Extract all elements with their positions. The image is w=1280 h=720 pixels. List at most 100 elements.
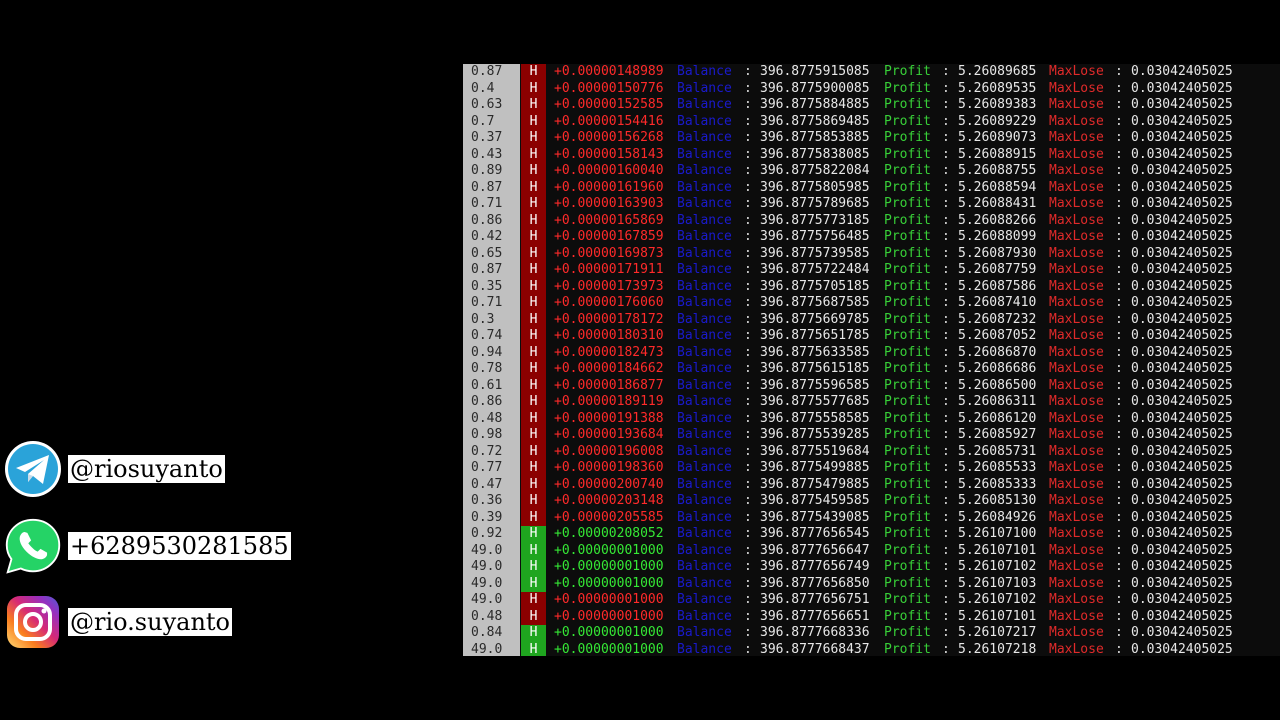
maxlose-value: 0.03042405025 xyxy=(1131,196,1233,211)
maxlose-value: 0.03042405025 xyxy=(1131,575,1233,591)
separator: : xyxy=(1115,130,1123,145)
profit-value: 5.26085731 xyxy=(958,443,1037,459)
separator: : xyxy=(942,97,950,112)
chance-value: 49.0 xyxy=(463,592,520,609)
profit-label: Profit xyxy=(884,526,931,541)
profit-value: 5.26107102 xyxy=(958,559,1037,574)
high-low-flag: H xyxy=(521,592,546,609)
balance-value: 396.8775789685 xyxy=(760,196,870,211)
separator: : xyxy=(942,493,950,508)
high-low-flag: H xyxy=(521,575,546,592)
profit-label: Profit xyxy=(884,179,931,195)
maxlose-label: MaxLose xyxy=(1049,64,1104,79)
maxlose-label: MaxLose xyxy=(1049,443,1104,459)
bet-row: 0.48 H +0.00000001000 Balance:396.877765665… xyxy=(463,608,1280,625)
separator: : xyxy=(1115,146,1123,162)
maxlose-value: 0.03042405025 xyxy=(1131,229,1233,244)
chance-value: 0.84 xyxy=(463,625,520,642)
profit-value: 5.26087930 xyxy=(958,245,1037,261)
high-low-flag: H xyxy=(521,328,546,345)
separator: : xyxy=(1115,575,1123,591)
maxlose-label: MaxLose xyxy=(1049,575,1104,591)
profit-value: 5.26086311 xyxy=(958,394,1037,409)
separator: : xyxy=(1115,229,1123,244)
high-low-flag: H xyxy=(521,361,546,378)
balance-value: 396.8775722484 xyxy=(760,262,870,277)
profit-value: 5.26089685 xyxy=(958,64,1037,79)
chance-value: 49.0 xyxy=(463,641,520,656)
chance-value: 0.86 xyxy=(463,212,520,229)
bet-row: 0.39 H +0.00000205585 Balance:396.877543908… xyxy=(463,509,1280,526)
maxlose-label: MaxLose xyxy=(1049,542,1104,558)
balance-label: Balance xyxy=(677,196,732,211)
bet-row: 0.74 H +0.00000180310 Balance:396.877565178… xyxy=(463,328,1280,345)
separator: : xyxy=(744,625,752,640)
profit-value: 5.26088266 xyxy=(958,212,1037,228)
balance-label: Balance xyxy=(677,394,732,409)
maxlose-label: MaxLose xyxy=(1049,526,1104,541)
separator: : xyxy=(1115,295,1123,310)
profit-label: Profit xyxy=(884,641,931,657)
maxlose-label: MaxLose xyxy=(1049,344,1104,360)
bet-row: 0.87 H +0.00000161960 Balance:396.877580598… xyxy=(463,179,1280,196)
separator: : xyxy=(744,80,752,96)
instagram-icon xyxy=(7,596,59,648)
profit-value: 5.26087052 xyxy=(958,328,1037,343)
bet-amount: +0.00000001000 xyxy=(554,542,664,558)
separator: : xyxy=(1115,212,1123,228)
high-low-flag: H xyxy=(521,559,546,576)
bet-row: 0.4 H +0.00000150776 Balance:396.8775900085… xyxy=(463,80,1280,97)
balance-value: 396.8775539285 xyxy=(760,427,870,442)
separator: : xyxy=(942,410,950,426)
social-whatsapp: +6289530281585 xyxy=(3,516,291,576)
separator: : xyxy=(1115,542,1123,558)
maxlose-label: MaxLose xyxy=(1049,113,1104,129)
chance-value: 0.65 xyxy=(463,245,520,262)
separator: : xyxy=(942,427,950,442)
high-low-flag: H xyxy=(521,608,546,625)
balance-value: 396.8777656751 xyxy=(760,592,870,607)
profit-value: 5.26088099 xyxy=(958,229,1037,244)
balance-label: Balance xyxy=(677,559,732,574)
bet-amount: +0.00000156268 xyxy=(554,130,664,145)
bet-row: 49.0 H +0.00000001000 Balance:396.877765675… xyxy=(463,592,1280,609)
separator: : xyxy=(744,575,752,591)
separator: : xyxy=(942,592,950,607)
profit-value: 5.26085333 xyxy=(958,476,1037,492)
maxlose-value: 0.03042405025 xyxy=(1131,493,1233,508)
bet-amount: +0.00000165869 xyxy=(554,212,664,228)
separator: : xyxy=(744,542,752,558)
bet-row: 0.87 H +0.00000148989 Balance:396.877591508… xyxy=(463,64,1280,81)
balance-label: Balance xyxy=(677,130,732,145)
separator: : xyxy=(744,295,752,310)
bet-amount: +0.00000167859 xyxy=(554,229,664,244)
bet-row: 0.42 H +0.00000167859 Balance:396.877575648… xyxy=(463,229,1280,246)
balance-label: Balance xyxy=(677,295,732,310)
balance-value: 396.8775805985 xyxy=(760,179,870,195)
separator: : xyxy=(744,179,752,195)
maxlose-value: 0.03042405025 xyxy=(1131,394,1233,409)
high-low-flag: H xyxy=(521,146,546,163)
separator: : xyxy=(1115,64,1123,79)
profit-value: 5.26089073 xyxy=(958,130,1037,145)
bet-row: 0.71 H +0.00000176060 Balance:396.877568758… xyxy=(463,295,1280,312)
profit-label: Profit xyxy=(884,113,931,129)
profit-label: Profit xyxy=(884,476,931,492)
maxlose-value: 0.03042405025 xyxy=(1131,476,1233,492)
chance-value: 0.78 xyxy=(463,361,520,378)
separator: : xyxy=(1115,443,1123,459)
balance-value: 396.8775900085 xyxy=(760,80,870,96)
bet-amount: +0.00000001000 xyxy=(554,641,664,657)
balance-label: Balance xyxy=(677,179,732,195)
maxlose-value: 0.03042405025 xyxy=(1131,163,1233,178)
chance-value: 0.74 xyxy=(463,328,520,345)
high-low-flag: H xyxy=(521,641,546,656)
profit-value: 5.26085130 xyxy=(958,493,1037,508)
maxlose-value: 0.03042405025 xyxy=(1131,377,1233,393)
bet-row: 49.0 H +0.00000001000 Balance:396.877766843… xyxy=(463,641,1280,657)
profit-label: Profit xyxy=(884,262,931,277)
bet-amount: +0.00000148989 xyxy=(554,64,664,79)
separator: : xyxy=(942,245,950,261)
profit-label: Profit xyxy=(884,212,931,228)
chance-value: 0.36 xyxy=(463,493,520,510)
